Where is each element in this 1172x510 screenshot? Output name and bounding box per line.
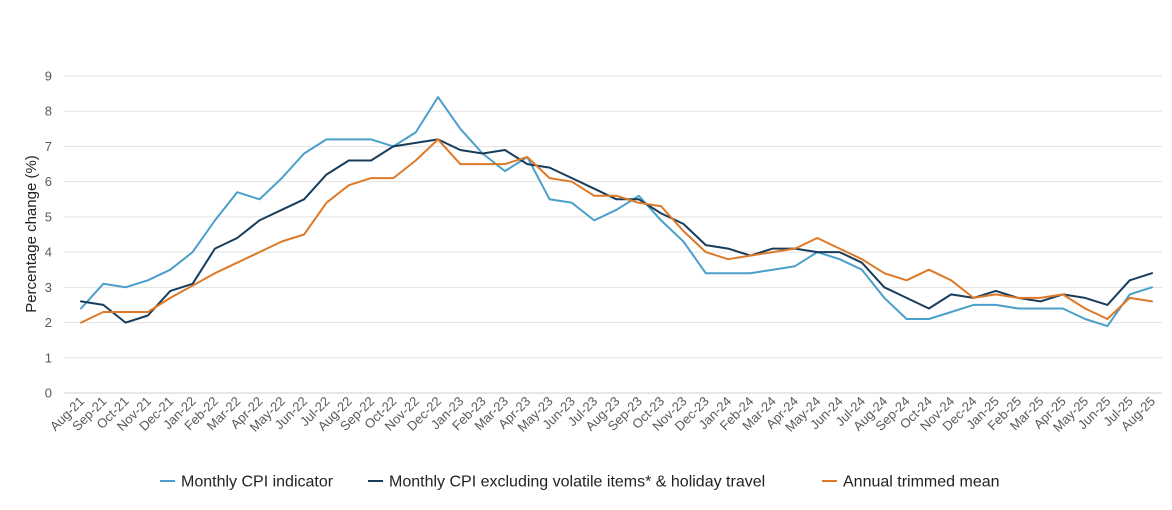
line-chart: 0 1 2 3 4 5 6 7 8 9 Aug-21Sep-21Oct-21Nov-21Dec-2… (0, 0, 1172, 510)
y-axis-label: Percentage change (%) (23, 155, 40, 313)
legend-label-2: Monthly CPI excluding volatile items* & … (389, 474, 765, 491)
legend: Monthly CPI indicator Monthly CPI excludi… (160, 474, 1000, 491)
y-tick-label: 9 (45, 69, 52, 84)
y-tick-label: 5 (45, 209, 52, 224)
y-tick-label: 2 (45, 315, 52, 330)
legend-label-1: Monthly CPI indicator (181, 474, 334, 491)
y-tick-label: 6 (45, 174, 52, 189)
y-tick-label: 8 (45, 104, 52, 119)
y-tick-label: 1 (45, 350, 52, 365)
y-tick-label: 4 (45, 245, 52, 260)
y-tick-label: 3 (45, 280, 52, 295)
y-axis-ticks: 0 1 2 3 4 5 6 7 8 9 (45, 69, 52, 401)
chart-container: 0 1 2 3 4 5 6 7 8 9 Aug-21 Sep-21 Oct-21 Nov-21 Dec-2… (0, 0, 1172, 510)
legend-label-3: Annual trimmed mean (843, 474, 1000, 491)
y-tick-label: 7 (45, 139, 52, 154)
series-lines (81, 97, 1152, 326)
series-line-3 (81, 139, 1152, 322)
y-tick-label: 0 (45, 386, 52, 401)
gridlines (64, 76, 1162, 393)
x-axis-ticks: Aug-21Sep-21Oct-21Nov-21Dec-21Jan-22Feb-… (47, 394, 1158, 435)
